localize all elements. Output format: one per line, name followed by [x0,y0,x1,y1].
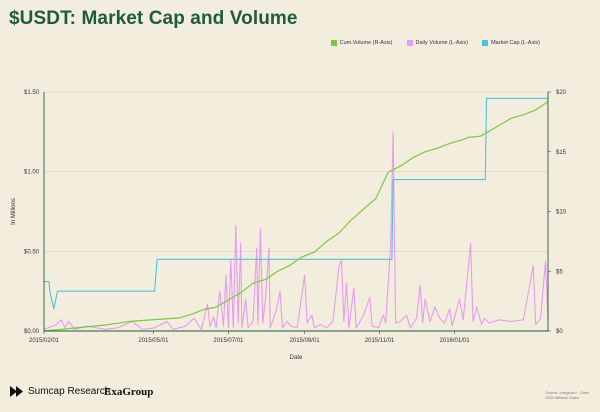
series-line-daily-volume-l-axis [43,131,549,330]
x-tick-label: 2015/09/01 [290,338,321,344]
legend-label-market-cap: Market Cap (L-Axis) [491,40,540,46]
y-right-tick-label: $10 [556,210,567,216]
legend: Cum.Volume (R-Axis) Daily Volume (L-Axis… [330,40,540,46]
series-layer [43,97,549,332]
brand-exagroup: ExaGroup [104,386,154,398]
y-axis-label: In Millions [11,198,17,225]
y-right-tick-label: $5 [556,269,563,275]
legend-swatch-market-cap [482,40,489,46]
brand-sumcap-label: Sumcap Research [28,386,111,397]
x-tick-label: 2015/05/01 [138,338,169,344]
x-tick-label: 2015/07/01 [213,338,244,344]
x-tick-label: 2016/01/01 [440,338,471,344]
legend-item-daily-volume: Daily Volume (L-Axis) [406,40,469,46]
source-line-2: USD Millions/ Dates [545,396,580,400]
legend-label-cum-volume: Cum.Volume (R-Axis) [339,40,393,46]
axes-layer: $0.00 $0.50 $1.00 $1.50 $0 $5 $10 $15 $20 2015/02… [11,90,567,361]
source-line-1: Source: coingecko · Omni [545,391,589,395]
y-left-tick-label: $1.50 [24,90,40,96]
x-tick-label: 2015/11/01 [365,338,395,344]
source-note: Source: coingecko · Omni USD Millions/ D… [545,391,589,401]
y-left-tick-label: $1.00 [24,170,40,176]
legend-item-cum-volume: Cum.Volume (R-Axis) [330,40,393,46]
series-line-cum-volume-r-axis [43,101,549,332]
sumcap-logo-icon [10,386,23,397]
y-left-tick-label: $0.00 [24,329,40,335]
legend-swatch-daily-volume [406,40,413,46]
chart-title: $USDT: Market Cap and Volume [9,8,298,29]
brand-sumcap: Sumcap Research [10,386,110,397]
y-right-tick-label: $0 [556,329,563,335]
y-right-tick-label: $15 [556,150,567,156]
legend-swatch-cum-volume [330,40,337,46]
y-right-tick-label: $20 [556,90,567,96]
x-tick-label: 2015/02/01 [29,338,60,344]
y-left-tick-label: $0.50 [24,249,40,255]
x-axis-label: Date [290,355,303,361]
legend-label-daily-volume: Daily Volume (L-Axis) [415,40,469,46]
legend-item-market-cap: Market Cap (L-Axis) [482,40,540,46]
series-line-market-cap-l-axis [44,97,548,310]
